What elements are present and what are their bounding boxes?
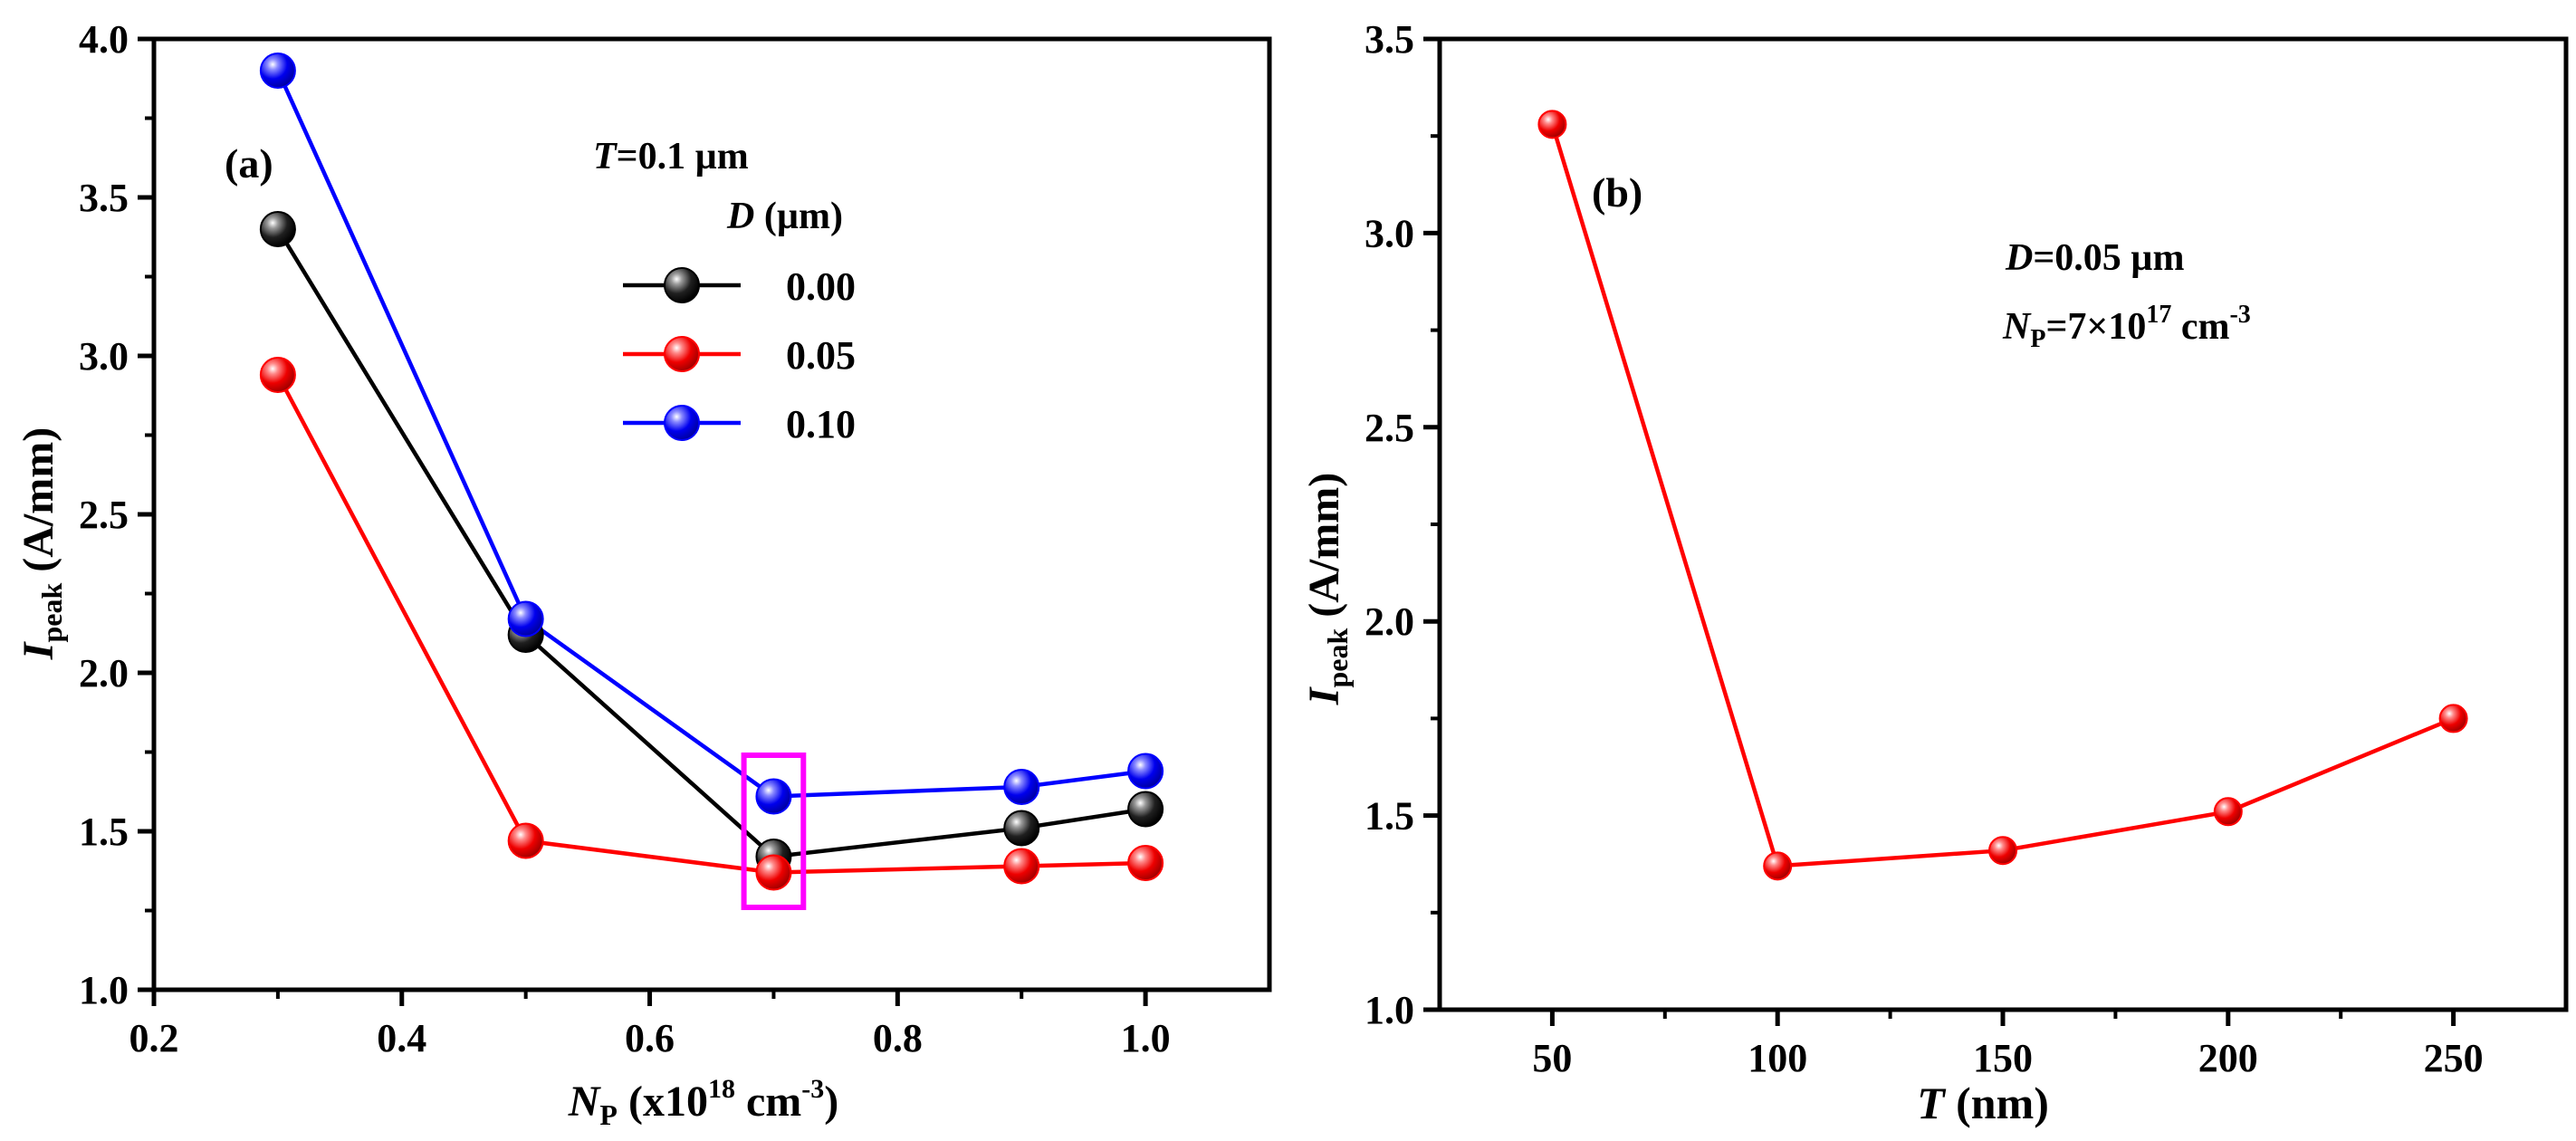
legend-label: 0.05 xyxy=(786,333,856,378)
y-tick-label: 2.0 xyxy=(1365,599,1414,644)
legend-marker xyxy=(664,405,700,441)
annotation-line-2: NP=7×1017 cm-3 xyxy=(2002,301,2251,353)
data-point xyxy=(507,600,544,638)
annotation-line-1: D=0.05 µm xyxy=(2005,237,2184,279)
data-point xyxy=(1003,769,1040,805)
x-tick-label: 50 xyxy=(1532,1036,1572,1080)
series-line xyxy=(275,227,1146,859)
x-tick-label: 200 xyxy=(2198,1036,2258,1080)
axis-ticks-b xyxy=(1423,36,2456,1026)
highlight-box xyxy=(741,753,807,910)
series-lines-b xyxy=(1550,123,2455,868)
legend-param: T=0.1 µm xyxy=(593,136,749,177)
data-point xyxy=(755,854,792,891)
y-tick-label: 3.0 xyxy=(1365,211,1414,255)
plot-frame-a xyxy=(151,36,1272,992)
chart-panel-b: 50 100 150 200 250 1.0 1.5 2.0 2.5 3.0 3.5 (b) D=… xyxy=(1300,17,2569,1128)
y-axis-label-b: Ipeak (A/mm) xyxy=(1300,473,1354,705)
series-markers-a xyxy=(259,53,1164,891)
data-point xyxy=(1763,851,1793,881)
data-point xyxy=(259,357,296,393)
data-point xyxy=(2213,797,2243,827)
series-line xyxy=(1550,123,2455,868)
data-point xyxy=(507,822,544,859)
data-point xyxy=(259,53,296,89)
data-point xyxy=(1127,791,1164,828)
legend-title: D (µm) xyxy=(726,196,843,237)
panel-label-a: (a) xyxy=(225,140,273,187)
x-tick-label: 0.4 xyxy=(377,1016,426,1060)
legend-marker xyxy=(664,267,700,303)
y-tick-label: 3.0 xyxy=(79,334,129,379)
legend-marker xyxy=(664,336,700,372)
x-tick-label: 0.6 xyxy=(625,1016,675,1060)
y-tick-labels-a: 1.0 1.5 2.0 2.5 3.0 3.5 4.0 xyxy=(79,17,129,1012)
data-point xyxy=(1127,845,1164,881)
data-point xyxy=(1537,110,1567,139)
y-tick-label: 1.0 xyxy=(1365,988,1414,1032)
x-tick-label: 0.2 xyxy=(129,1016,179,1060)
y-tick-label: 1.5 xyxy=(1365,794,1414,839)
x-tick-label: 150 xyxy=(1973,1036,2033,1080)
x-axis-label-b: T (nm) xyxy=(1917,1078,2049,1128)
series-markers-b xyxy=(1537,110,2468,881)
series-lines-a xyxy=(275,70,1146,875)
chart-panel-a: 0.2 0.4 0.6 0.8 1.0 1.0 1.5 2.0 2.5 3.0 3.5 4.0 (a… xyxy=(14,17,1272,1131)
x-axis-label-a: NP (x1018 cm-3) xyxy=(568,1074,838,1131)
x-tick-labels-b: 50 100 150 200 250 xyxy=(1532,1036,2483,1080)
legend-a: 0.00 0.05 0.10 xyxy=(623,264,856,446)
y-tick-labels-b: 1.0 1.5 2.0 2.5 3.0 3.5 xyxy=(1365,17,1414,1032)
x-tick-label: 0.8 xyxy=(873,1016,923,1060)
y-axis-label-a: Ipeak (A/mm) xyxy=(14,427,68,660)
x-tick-labels-a: 0.2 0.4 0.6 0.8 1.0 xyxy=(129,1016,1171,1060)
data-point xyxy=(1003,810,1040,847)
y-tick-label: 1.0 xyxy=(79,968,129,1012)
data-point xyxy=(2438,704,2468,734)
y-tick-label: 3.5 xyxy=(1365,17,1414,62)
x-tick-label: 1.0 xyxy=(1121,1016,1171,1060)
legend-label: 0.10 xyxy=(786,402,856,446)
y-tick-label: 1.5 xyxy=(79,810,129,854)
y-tick-label: 2.5 xyxy=(1365,406,1414,450)
y-tick-label: 2.0 xyxy=(79,651,129,695)
y-tick-label: 3.5 xyxy=(79,176,129,220)
y-tick-label: 2.5 xyxy=(79,493,129,537)
series-line xyxy=(275,70,1146,799)
panel-label-b: (b) xyxy=(1592,169,1642,216)
data-point xyxy=(755,778,792,815)
x-tick-label: 250 xyxy=(2424,1036,2484,1080)
plot-frame-b xyxy=(1437,36,2569,1012)
y-tick-label: 4.0 xyxy=(79,17,129,62)
data-point xyxy=(1003,848,1040,885)
data-point xyxy=(1988,836,2017,866)
data-point xyxy=(1127,753,1164,790)
x-tick-label: 100 xyxy=(1748,1036,1807,1080)
data-point xyxy=(259,211,296,247)
axis-ticks-a xyxy=(138,36,1148,1006)
legend-label: 0.00 xyxy=(786,264,856,309)
